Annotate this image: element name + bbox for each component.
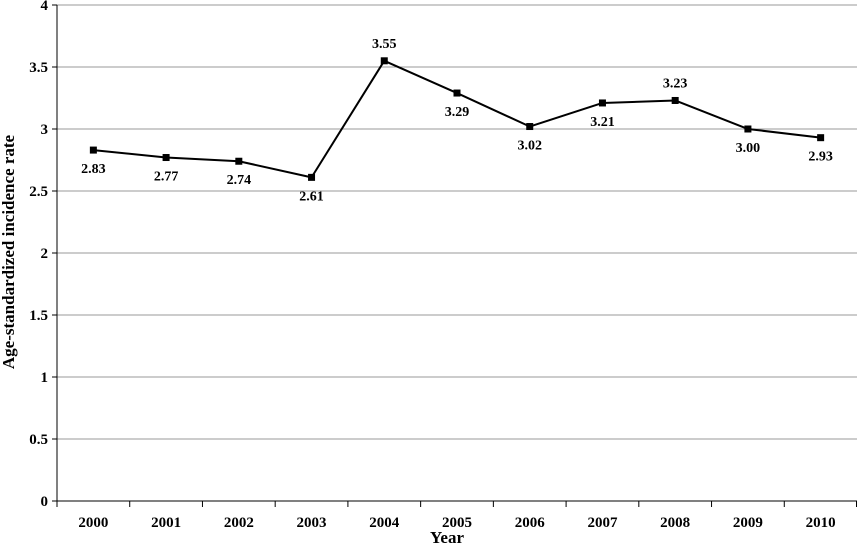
y-tick-label: 1.5 xyxy=(29,308,48,324)
data-label: 2.83 xyxy=(81,162,106,177)
data-label: 3.00 xyxy=(736,141,761,156)
x-tick-label: 2010 xyxy=(806,515,836,531)
data-point-marker xyxy=(380,57,388,65)
data-label: 3.23 xyxy=(663,76,688,91)
axes xyxy=(52,4,857,507)
x-tick-label: 2001 xyxy=(151,515,181,531)
data-label: 3.55 xyxy=(372,37,397,52)
data-point-marker xyxy=(235,157,243,165)
x-tick-labels: 2000 2001 2002 2003 2004 2005 2006 2007 2008 2009… xyxy=(78,515,835,531)
data-label: 2.93 xyxy=(808,150,833,165)
y-tick-label: 4 xyxy=(41,0,49,14)
data-point-marker xyxy=(453,89,461,97)
gridlines xyxy=(57,4,857,440)
y-axis-title: Age-standardized incidence rate xyxy=(0,134,18,369)
data-label: 3.02 xyxy=(517,139,542,154)
data-point-marker xyxy=(817,134,825,142)
data-point-marker xyxy=(744,125,752,133)
x-tick-label: 2005 xyxy=(442,515,472,531)
series xyxy=(89,57,825,181)
data-point-marker xyxy=(89,146,97,154)
x-tick-label: 2007 xyxy=(587,515,618,531)
data-label: 2.61 xyxy=(299,189,324,204)
data-point-marker xyxy=(671,96,679,104)
data-label: 3.21 xyxy=(590,115,615,130)
x-tick-label: 2003 xyxy=(297,515,327,531)
data-label: 3.29 xyxy=(445,105,470,120)
y-tick-label: 2 xyxy=(41,246,49,262)
y-tick-label: 1 xyxy=(41,370,49,386)
x-tick-label: 2000 xyxy=(78,515,108,531)
y-tick-labels: 0 0.5 1 1.5 2 2.5 3 3.5 4 xyxy=(29,0,48,510)
data-label: 2.74 xyxy=(227,173,252,188)
y-tick-label: 0 xyxy=(41,494,49,510)
x-tick-label: 2009 xyxy=(733,515,763,531)
data-point-marker xyxy=(598,99,606,107)
data-label: 2.77 xyxy=(154,170,179,185)
data-point-marker xyxy=(162,154,170,162)
y-tick-label: 0.5 xyxy=(29,432,48,448)
data-point-marker xyxy=(308,173,316,181)
x-axis-title: Year xyxy=(430,528,464,547)
y-tick-label: 3 xyxy=(41,122,49,138)
x-tick-label: 2002 xyxy=(224,515,254,531)
data-labels: 2.83 2.77 2.74 2.61 3.55 3.29 3.02 3.21 3.23 3.00… xyxy=(81,37,833,205)
x-tick-label: 2004 xyxy=(369,515,400,531)
x-tick-label: 2006 xyxy=(515,515,546,531)
x-tick-label: 2008 xyxy=(660,515,690,531)
y-tick-label: 2.5 xyxy=(29,184,48,200)
y-tick-label: 3.5 xyxy=(29,60,48,76)
data-point-marker xyxy=(526,123,534,131)
